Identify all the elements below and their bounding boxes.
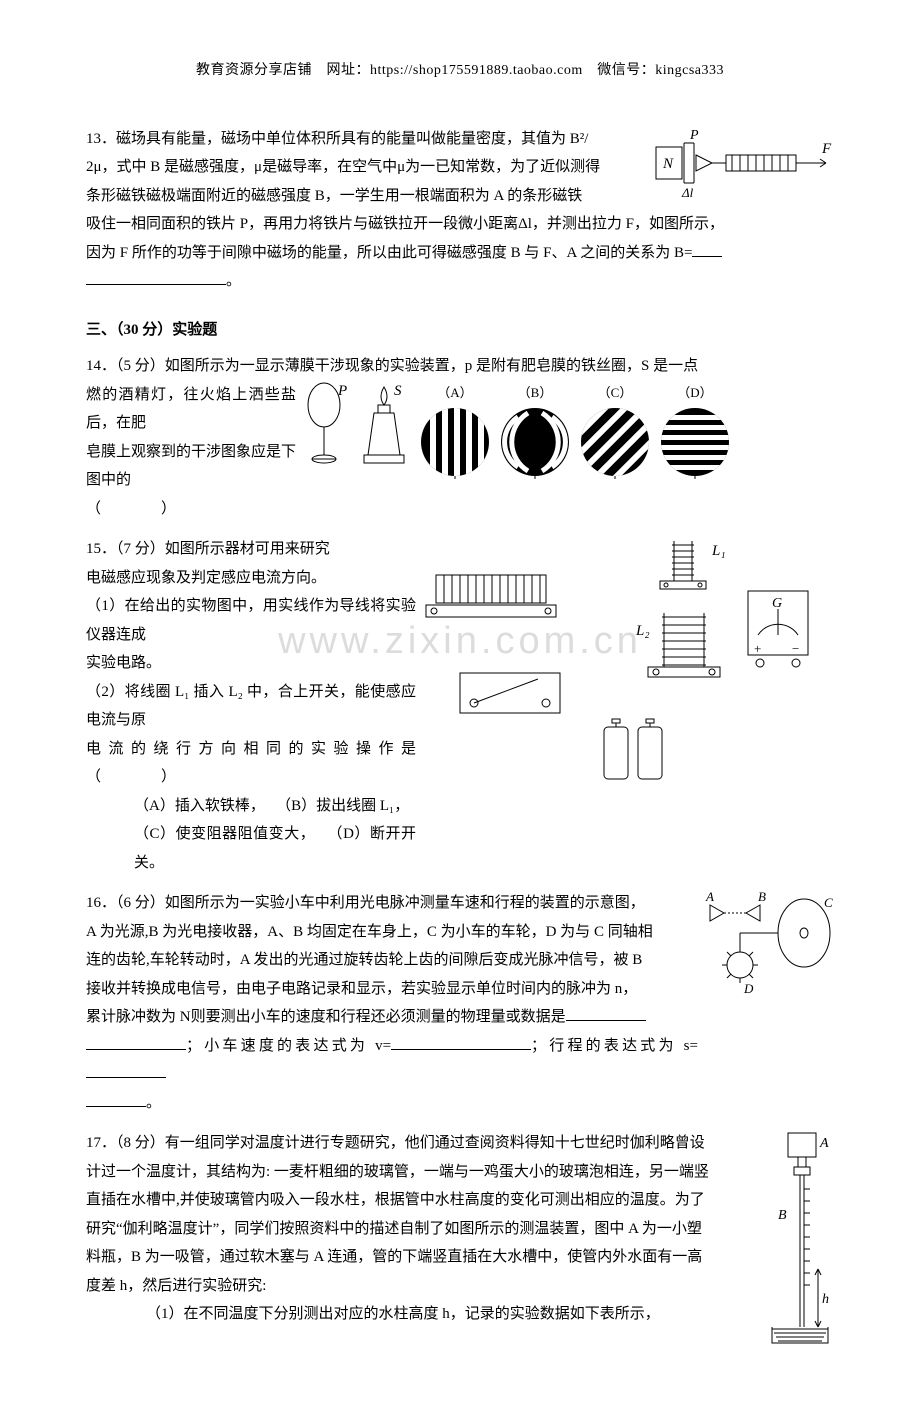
label-P: P — [689, 128, 699, 143]
q14-option-a: （A） — [418, 381, 492, 480]
svg-text:L₁: L₁ — [711, 543, 726, 559]
q16-blank-3 — [86, 1062, 166, 1078]
q17-lead: （8 分）有一组同学对温度计进行专题研究，他们通过查阅资料得知十七世纪时伽利略曾… — [116, 1135, 705, 1151]
svg-text:A: A — [705, 889, 714, 904]
question-16: 16．（6 分）如图所示为一实验小车中利用光电脉冲测量车速和行程的装置的示意图，… — [86, 889, 834, 1117]
q16-l3: 连的齿轮,车轮转动时，A 发出的光通过旋转齿轮上齿的间隙后变成光脉冲信号，被 B — [86, 946, 698, 975]
svg-text:P: P — [337, 383, 347, 399]
q15-sub2b: 电流的绕行方向相同的实验操作是 （ ） — [86, 735, 416, 792]
q15-opt-a: （A）插入软铁棒， — [134, 798, 257, 814]
q17-sub1: （1）在不同温度下分别测出对应的水柱高度 h，记录的实验数据如下表所示， — [86, 1300, 758, 1329]
q17-l4: 研究“伽利略温度计”，同学们按照资料中的描述自制了如图所示的测温装置，图中 A … — [86, 1215, 758, 1244]
question-15: 15．（7 分）如图所示器材可用来研究 电磁感应现象及判定感应电流方向。 （1）… — [86, 535, 834, 877]
q13-l4: 吸住一相同面积的铁片 P，再用力将铁片与磁铁拉开一段微小距离Δl，并测出拉力 F… — [86, 210, 834, 239]
q15-sub1b: 实验电路。 — [86, 649, 416, 678]
q14-lead: （5 分）如图所示为一显示薄膜干涉现象的实验装置，p 是附有肥皂膜的铁丝圈，S … — [116, 358, 698, 374]
svg-text:G: G — [772, 596, 782, 611]
q14-l2a: 燃的酒精灯，往火焰上洒些盐后，在肥 — [86, 381, 296, 438]
q15-figure: L₁ — [416, 535, 834, 877]
q14-l2b: 皂膜上观察到的干涉图象应是下图中的 — [86, 438, 296, 495]
q13-number: 13． — [86, 131, 116, 147]
q17-l5: 料瓶，B 为一吸管，通过软木塞与 A 连通，管的下端竖直插在大水槽中，使管内外水… — [86, 1243, 758, 1272]
q15-opt-b: （B）拔出线圈 L₁， — [276, 798, 409, 814]
q16-figure: A B C D — [704, 889, 834, 1117]
question-14: 14．（5 分）如图所示为一显示薄膜干涉现象的实验装置，p 是附有肥皂膜的铁丝圈… — [86, 352, 834, 523]
q16-l2: A 为光源,B 为光电接收器，A、B 均固定在车身上，C 为小车的车轮，D 为与… — [86, 918, 698, 947]
q14-fig-loop: P — [302, 381, 350, 467]
page-header: 教育资源分享店铺 网址：https://shop175591889.taobao… — [86, 58, 834, 85]
svg-text:L₂: L₂ — [635, 623, 650, 639]
q17-l6: 度差 h，然后进行实验研究: — [86, 1272, 758, 1301]
q15-opt-c: （C）使变阻器阻值变大， — [134, 826, 308, 842]
label-dl: Δl — [681, 185, 694, 200]
q13-figure: N P Δl — [654, 125, 834, 201]
svg-text:+: + — [754, 641, 761, 656]
q13-blank-1 — [692, 241, 722, 257]
svg-text:B: B — [778, 1208, 787, 1223]
q14-option-c: （C） — [578, 381, 652, 480]
q16-number: 16． — [86, 895, 116, 911]
question-17: 17．（8 分）有一组同学对温度计进行专题研究，他们通过查阅资料得知十七世纪时伽… — [86, 1129, 834, 1349]
q16-l6a: ；小车速度的表达式为 v= — [186, 1038, 391, 1054]
label-F: F — [821, 141, 832, 157]
q16-blank-2 — [391, 1034, 531, 1050]
q16-blank-1 — [566, 1005, 646, 1021]
q14-fig-lamp: S — [356, 381, 412, 467]
q13-l6: 。 — [226, 273, 241, 289]
svg-text:C: C — [824, 895, 833, 910]
q13-blank-2 — [86, 269, 226, 285]
q16-l5a: 累计脉冲数为 N则要测出小车的速度和行程还必须测量的物理量或数据是 — [86, 1009, 566, 1025]
q16-l6b: ；行程的表达式为 s= — [531, 1038, 698, 1054]
q15-number: 15． — [86, 541, 116, 557]
q13-l5: 因为 F 所作的功等于间隙中磁场的能量，所以由此可得磁感强度 B 与 F、A 之… — [86, 245, 692, 261]
svg-text:−: − — [792, 641, 799, 656]
q14-number: 14． — [86, 358, 116, 374]
svg-text:D: D — [743, 981, 754, 996]
q17-figure: h A B — [764, 1129, 834, 1349]
question-13: N P Δl — [86, 125, 834, 296]
q15-l2: 电磁感应现象及判定感应电流方向。 — [86, 564, 416, 593]
q15-lead: （7 分）如图所示器材可用来研究 — [116, 541, 330, 557]
q16-l7: 。 — [146, 1095, 161, 1111]
q14-paren: （ ） — [86, 495, 296, 524]
svg-text:h: h — [822, 1292, 829, 1307]
q17-l2: 计过一个温度计，其结构为: 一麦杆粗细的玻璃管，一端与一鸡蛋大小的玻璃泡相连，另… — [86, 1158, 758, 1187]
q16-lead: （6 分）如图所示为一实验小车中利用光电脉冲测量车速和行程的装置的示意图， — [116, 895, 645, 911]
q17-l3: 直插在水槽中,并使玻璃管内吸入一段水柱，根据管中水柱高度的变化可测出相应的温度。… — [86, 1186, 758, 1215]
label-N: N — [662, 156, 674, 172]
q16-blank-1b — [86, 1034, 186, 1050]
q15-sub1: （1）在给出的实物图中，用实线作为导线将实验仪器连成 — [86, 592, 416, 649]
svg-text:S: S — [394, 383, 402, 399]
q15-sub2: （2）将线圈 L₁ 插入 L₂ 中，合上开关，能使感应电流与原 — [86, 678, 416, 735]
q17-number: 17． — [86, 1135, 116, 1151]
q13-l1: 磁场具有能量，磁场中单位体积所具有的能量叫做能量密度，其值为 B²/ — [116, 131, 588, 147]
q16-blank-3b — [86, 1091, 146, 1107]
svg-text:A: A — [819, 1136, 829, 1151]
q14-option-d: （D） — [658, 381, 732, 480]
q14-option-b: （B） — [498, 381, 572, 480]
section-3-title: 三、（30 分）实验题 — [86, 316, 834, 345]
svg-text:B: B — [758, 889, 766, 904]
q16-l4: 接收并转换成电信号，由电子电路记录和显示，若实验显示单位时间内的脉冲为 n， — [86, 975, 698, 1004]
